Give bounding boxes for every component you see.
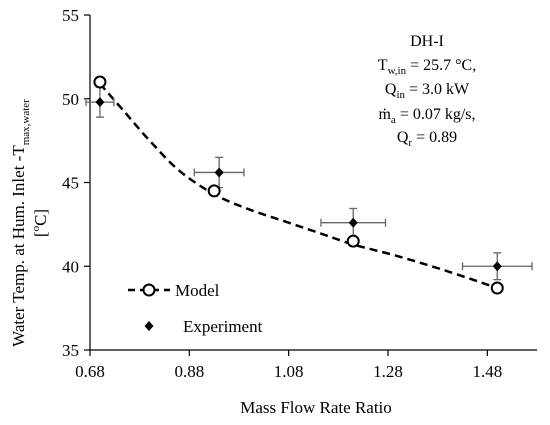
legend-model-label: Model — [175, 281, 220, 300]
legend-experiment-diamond-icon — [144, 321, 154, 331]
experiment-markers — [95, 97, 502, 272]
y-axis-title-subscript: max,water — [20, 99, 32, 145]
annotation-m-a: ṁa = 0.07 kg/s, — [378, 106, 475, 126]
annotation-block: DH-I Tw,in = 25.7 °C, Qin = 3.0 kW ṁa = … — [378, 33, 476, 149]
y-axis-title: Water Temp. at Hum. Inlet -Tmax,water [o… — [9, 99, 50, 347]
x-tick-label: 1.48 — [472, 362, 502, 381]
x-tick-label: 1.28 — [373, 362, 403, 381]
experiment-point — [492, 261, 502, 272]
svg-text:[oC]: [oC] — [30, 209, 50, 237]
model-trend-path — [98, 82, 498, 290]
y-axis-ticks: 35 40 45 50 55 — [62, 6, 90, 360]
svg-text:Water Temp. at Hum. Inlet -Tma: Water Temp. at Hum. Inlet -Tmax,water — [9, 99, 32, 347]
x-tick-label: 0.88 — [174, 362, 204, 381]
legend-experiment-label: Experiment — [183, 317, 263, 336]
model-point — [490, 281, 504, 295]
model-point — [346, 234, 360, 248]
experiment-point — [348, 217, 358, 228]
model-point — [93, 75, 107, 89]
y-tick-label: 45 — [62, 174, 79, 193]
y-axis-unit-sup: o — [30, 225, 42, 231]
model-markers — [93, 75, 504, 295]
y-tick-label: 55 — [62, 6, 79, 25]
annotation-case: DH-I — [410, 33, 444, 50]
experiment-point — [95, 97, 105, 108]
experiment-point — [214, 167, 224, 178]
x-axis-ticks: 0.68 0.88 1.08 1.28 1.48 — [75, 350, 502, 381]
y-axis-unit-open: [ — [31, 231, 50, 237]
model-trend-line — [98, 82, 498, 290]
y-tick-label: 40 — [62, 257, 79, 276]
y-axis-unit-rest: C] — [31, 209, 50, 226]
x-tick-label: 1.08 — [274, 362, 304, 381]
y-axis-title-prefix: Water Temp. at Hum. Inlet -T — [9, 145, 28, 347]
model-point — [207, 184, 221, 198]
annotation-q-in: Qin = 3.0 kW — [385, 81, 470, 101]
annotation-tw-in: Tw,in = 25.7 °C, — [378, 57, 476, 77]
y-tick-label: 50 — [62, 90, 79, 109]
x-axis-title: Mass Flow Rate Ratio — [240, 398, 392, 417]
legend-model-circle-icon — [142, 283, 156, 297]
legend: Model Experiment — [128, 281, 263, 336]
annotation-q-r: Qr = 0.89 — [397, 129, 457, 149]
x-tick-label: 0.68 — [75, 362, 105, 381]
y-tick-label: 35 — [62, 341, 79, 360]
